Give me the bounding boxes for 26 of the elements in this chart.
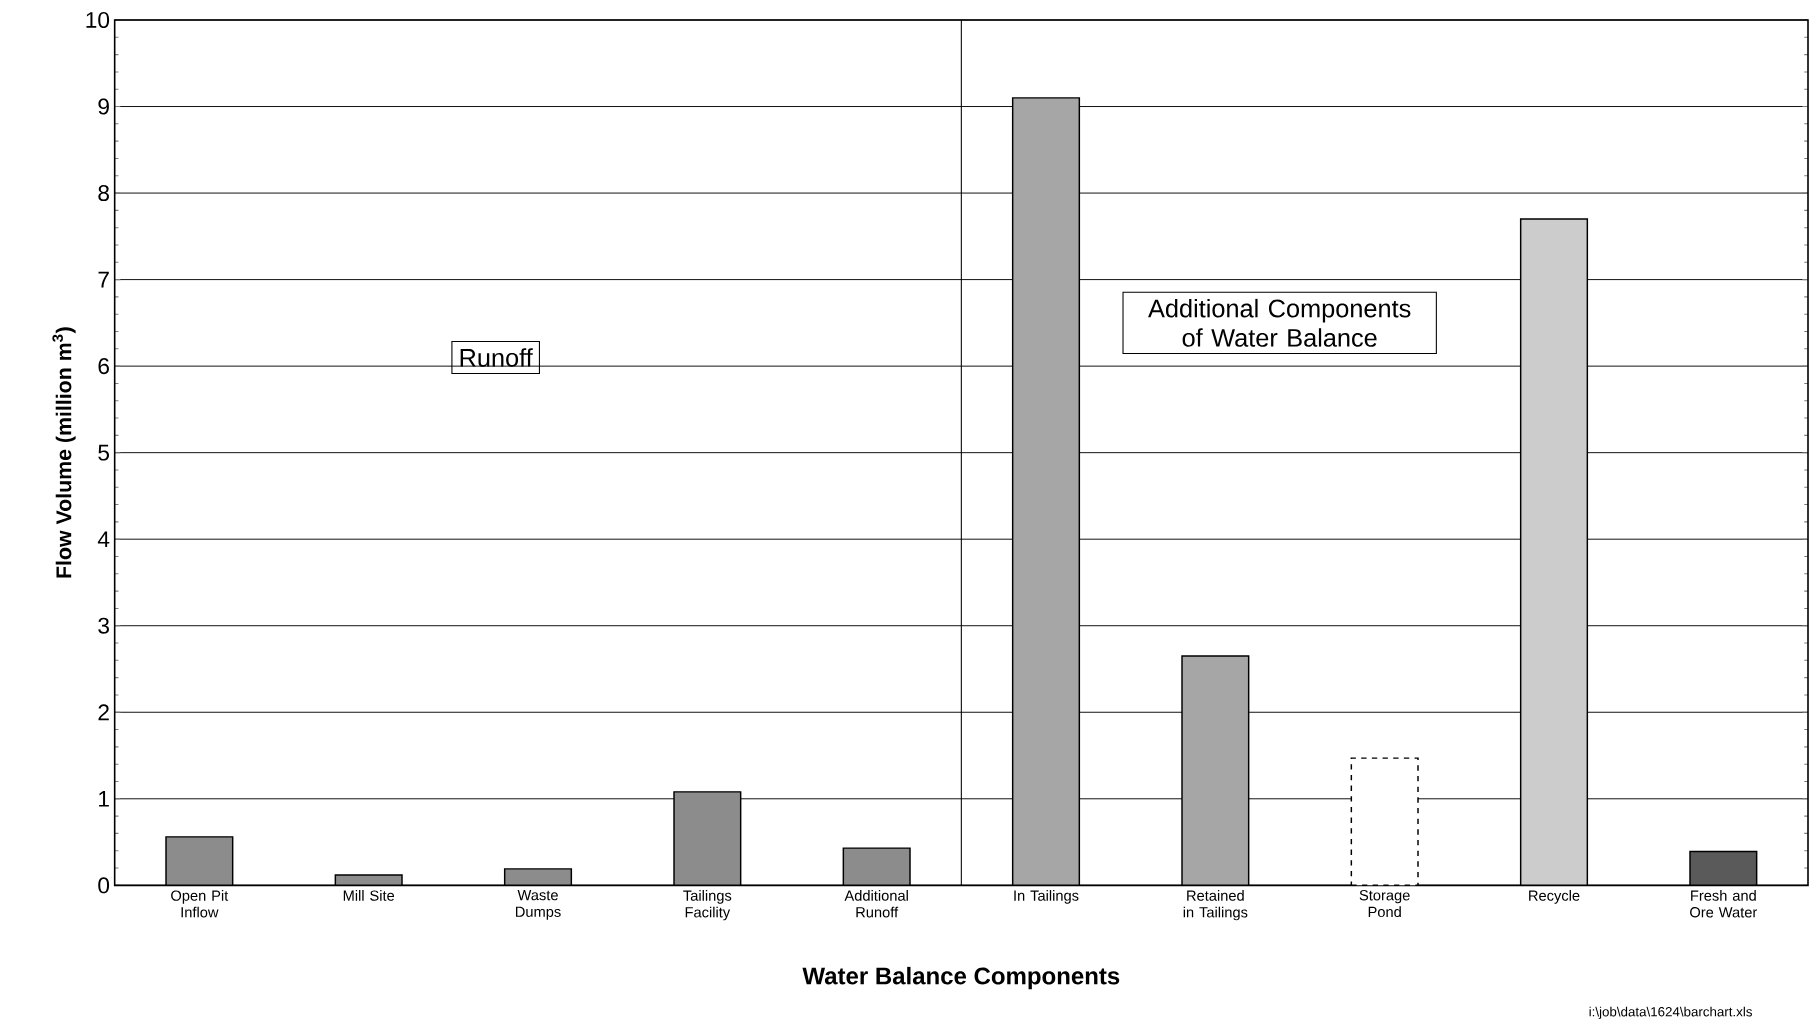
x-tick-label: Recycle <box>1529 889 1580 904</box>
y-tick-label: 9 <box>98 98 109 115</box>
y-tick-label: 10 <box>86 11 110 28</box>
x-tick-label: Additional Runoff <box>844 889 908 918</box>
x-tick-label: Retained in Tailings <box>1183 889 1248 921</box>
y-tick-label: 3 <box>98 617 109 634</box>
annotation: Additional Components of Water Balance <box>1148 298 1411 347</box>
x-axis-title: Water Balance Components <box>802 966 1120 990</box>
y-tick-label: 0 <box>98 877 110 894</box>
x-tick-label: Fresh and Ore Water <box>1690 889 1758 918</box>
y-tick-label: 8 <box>98 184 109 201</box>
y-tick-label: 5 <box>98 444 110 461</box>
x-tick-label: Open Pit Inflow <box>171 889 229 918</box>
x-tick-label: Waste Dumps <box>515 889 561 920</box>
y-tick-label: 2 <box>98 704 109 721</box>
annotation: Runoff <box>460 348 533 367</box>
y-tick-label: 4 <box>97 531 110 547</box>
y-tick-label: 7 <box>98 271 109 288</box>
text: i:\job\data\1624\barchart.xls <box>1589 1006 1752 1019</box>
y-tick-label: 1 <box>99 790 109 807</box>
x-tick-label: In Tailings <box>1014 889 1079 904</box>
y-tick-label: 6 <box>98 357 109 375</box>
y-axis-title: Flow Volume (million m$^{3}$) <box>52 327 76 578</box>
x-tick-label: Tailings Facility <box>683 889 732 921</box>
x-tick-label: Storage Pond <box>1359 889 1410 917</box>
x-tick-label: Mill Site <box>343 889 395 901</box>
